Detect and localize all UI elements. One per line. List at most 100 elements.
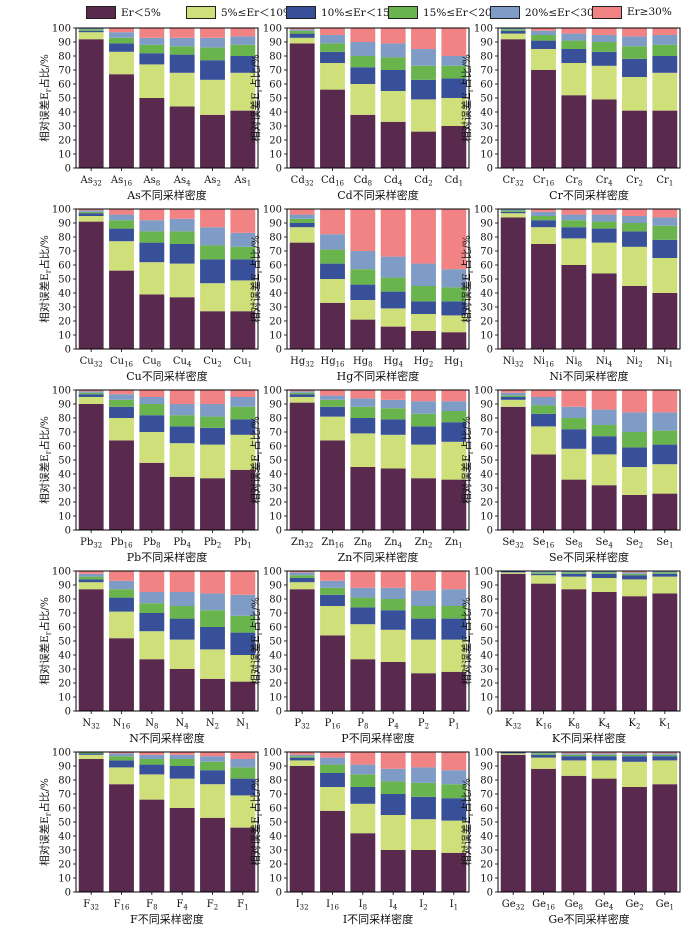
bar-segment-ni-2-2 [561, 227, 587, 239]
bar-segment-cr-5-0 [652, 110, 678, 168]
bar-segment-cu-1-5 [109, 209, 134, 215]
category-label: K16 [535, 718, 552, 731]
bar-segment-p-1-0 [320, 635, 345, 711]
y-tick-label: 0 [487, 526, 493, 537]
category-label: N2 [206, 718, 219, 731]
bar-segment-pb-4-3 [200, 416, 225, 428]
bar-segment-pb-0-0 [78, 404, 104, 530]
chart-panel-i: 0 10 20 30 40 50 60 70 80 90 100 I32 I16 I8 I4 I2 I1 I不同采… [249, 748, 470, 926]
bar-segment-f-5-0 [230, 827, 256, 892]
y-tick-label: 0 [487, 164, 493, 175]
category-label: F8 [146, 899, 157, 912]
bar-segment-p-5-0 [441, 671, 467, 711]
plot-frame [286, 570, 470, 712]
bar-segment-zn-5-1 [441, 441, 467, 480]
plot-frame [286, 208, 470, 350]
bar-segment-n-5-2 [230, 632, 256, 655]
bar-segment-hg-4-4 [411, 263, 436, 286]
bar-segment-i-2-2 [350, 787, 376, 804]
bar-segment-n-5-4 [230, 594, 256, 616]
y-tick-label: 40 [269, 470, 282, 481]
y-axis-label: 相对误差Er占比/% [460, 235, 475, 323]
bar-segment-ni-0-0 [500, 217, 526, 349]
bar-segment-ni-0-3 [500, 210, 526, 212]
bar-segment-hg-4-5 [411, 209, 436, 264]
bar-segment-n-4-5 [200, 571, 225, 594]
bar-segment-cr-4-5 [622, 28, 647, 37]
bar-segment-f-4-2 [200, 770, 225, 785]
bar-segment-i-2-0 [350, 833, 376, 892]
bar-segment-f-1-2 [109, 760, 134, 768]
y-tick-label: 20 [480, 136, 493, 147]
y-tick-label: 70 [480, 428, 493, 439]
bar-segment-pb-2-1 [139, 432, 165, 463]
bar-segment-ge-4-0 [622, 787, 647, 892]
bar-segment-cd-4-2 [411, 79, 436, 100]
y-tick-label: 50 [269, 637, 282, 648]
bar-segment-cu-4-1 [200, 283, 225, 312]
bar-segment-i-0-1 [289, 760, 315, 766]
y-tick-label: 80 [269, 52, 282, 63]
category-label: Ni2 [626, 356, 642, 369]
bar-segment-cd-3-1 [380, 91, 406, 122]
legend-item-15-20: 15%≤Er＜20% [388, 4, 502, 20]
category-label: Cu4 [173, 356, 192, 369]
category-label: Hg2 [414, 356, 434, 369]
y-axis-label: 相对误差Er占比/% [38, 778, 53, 866]
bar-segment-f-2-1 [139, 774, 165, 800]
bar-segment-cu-5-3 [230, 246, 256, 260]
y-tick-label: 0 [65, 164, 71, 175]
bar-segment-f-0-3 [78, 752, 104, 754]
y-tick-label: 100 [474, 386, 493, 397]
bar-segment-se-4-1 [622, 467, 647, 495]
bar-segment-i-0-2 [289, 757, 315, 761]
y-tick-label: 80 [58, 52, 71, 63]
y-tick-label: 50 [58, 818, 71, 829]
y-tick-label: 40 [58, 108, 71, 119]
bar-segment-zn-2-0 [350, 467, 376, 530]
y-tick-label: 70 [480, 66, 493, 77]
x-axis-label: Cu不同采样密度 [126, 369, 208, 383]
bar-segment-se-4-3 [622, 432, 647, 448]
bar-segment-ni-2-5 [561, 209, 587, 215]
y-tick-label: 10 [269, 150, 282, 161]
x-axis-label: Se不同采样密度 [549, 550, 629, 564]
category-label: Ni16 [533, 356, 554, 369]
x-axis-label: P不同采样密度 [341, 731, 414, 745]
y-tick-label: 50 [58, 637, 71, 648]
category-label: Cr1 [656, 175, 673, 188]
y-tick-label: 20 [269, 498, 282, 509]
bar-segment-k-4-4 [622, 572, 647, 574]
bar-segment-n-0-2 [78, 579, 104, 583]
y-tick-label: 60 [58, 261, 71, 272]
category-label: Pb8 [143, 537, 161, 550]
bar-segment-cu-0-2 [78, 213, 104, 216]
category-label: Zn8 [354, 537, 372, 550]
y-tick-label: 10 [58, 331, 71, 342]
bar-segment-ge-4-5 [622, 752, 647, 754]
y-tick-label: 60 [58, 623, 71, 634]
bar-segment-zn-3-0 [380, 468, 406, 530]
category-label: Cr16 [533, 175, 555, 188]
bar-segment-cd-0-5 [289, 28, 315, 30]
bar-segment-as-4-0 [200, 114, 225, 168]
bar-segment-k-2-3 [561, 572, 587, 574]
legend-item-10-15: 10%≤Er＜15% [286, 4, 400, 20]
bar-segment-pb-0-3 [78, 392, 104, 395]
bar-segment-pb-0-2 [78, 394, 104, 397]
category-label: As2 [203, 175, 221, 188]
bar-segment-n-4-1 [200, 649, 225, 679]
bar-segment-cu-3-5 [169, 209, 195, 219]
bar-segment-as-2-4 [139, 37, 165, 45]
category-label: Hg4 [383, 356, 403, 369]
bar-segment-se-0-5 [500, 390, 526, 393]
bar-segment-hg-3-0 [380, 326, 406, 349]
bar-segment-cd-4-5 [411, 28, 436, 49]
y-tick-label: 30 [269, 303, 282, 314]
bar-segment-ge-5-3 [652, 754, 678, 757]
y-tick-label: 50 [269, 456, 282, 467]
bar-segment-n-1-1 [109, 611, 134, 639]
bar-segment-zn-4-3 [411, 413, 436, 427]
y-tick-label: 20 [480, 317, 493, 328]
bar-segment-ni-1-4 [531, 211, 556, 216]
